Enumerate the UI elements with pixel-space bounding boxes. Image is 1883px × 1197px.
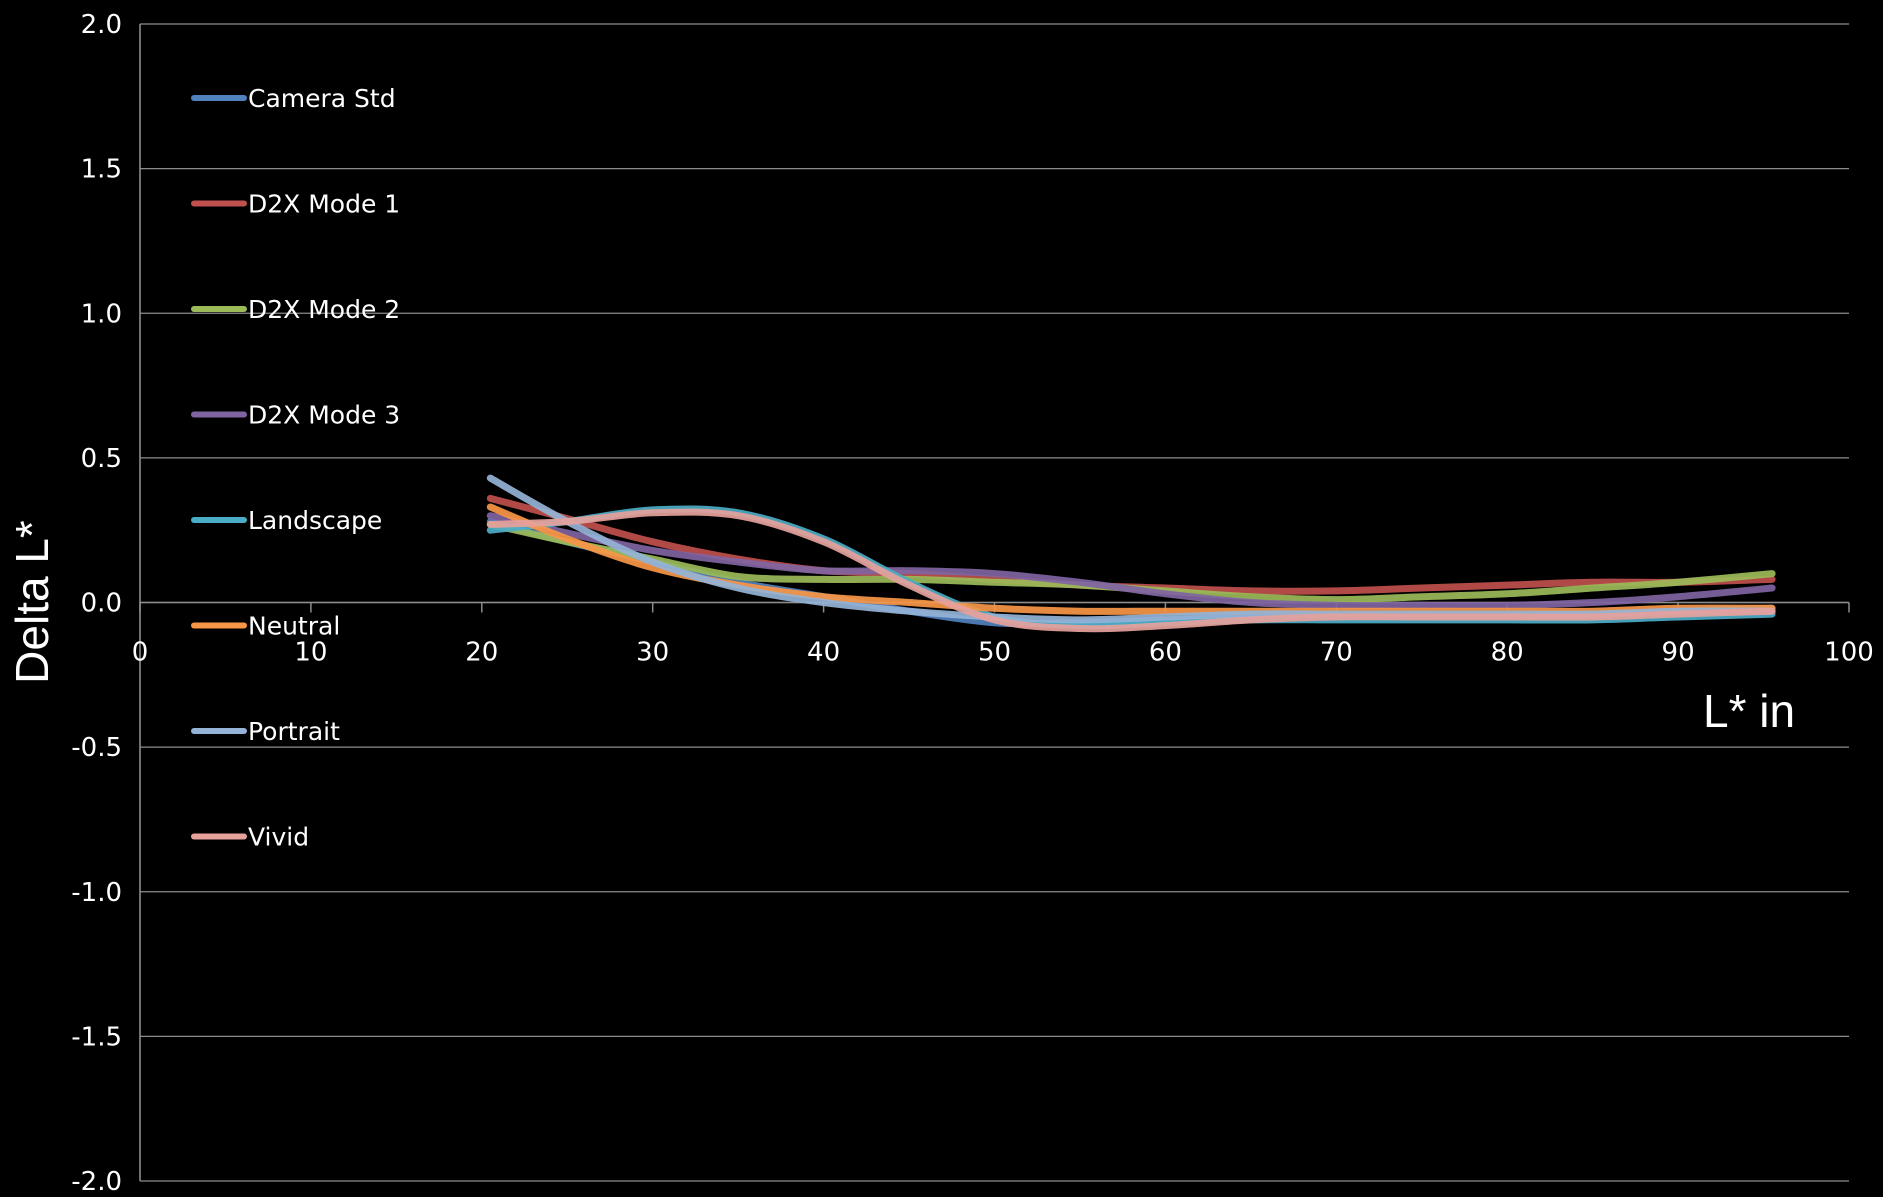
x-tick-label: 60 xyxy=(1149,638,1182,668)
x-tick-label: 90 xyxy=(1662,638,1695,668)
y-tick-label: 2.0 xyxy=(81,10,122,40)
x-tick-label: 50 xyxy=(978,638,1011,668)
y-tick-label: 0.0 xyxy=(81,589,122,619)
x-axis-title: L* in xyxy=(1703,685,1795,737)
gridlines xyxy=(140,23,1849,1182)
y-tick-label: 0.5 xyxy=(81,444,122,474)
legend-label-d2x-mode-1: D2X Mode 1 xyxy=(248,190,400,219)
x-tick-label: 30 xyxy=(636,638,669,668)
y-tick-label: -0.5 xyxy=(71,733,122,763)
x-tick-label: 20 xyxy=(465,638,498,668)
x-tick-label: 100 xyxy=(1824,638,1874,668)
legend: Camera Std D2X Mode 1 D2X Mode 2 D2X Mode 3… xyxy=(191,84,400,852)
x-tick-label: 70 xyxy=(1320,638,1353,668)
legend-label-d2x-mode-3: D2X Mode 3 xyxy=(248,401,400,430)
x-tick-label: 0 xyxy=(132,638,149,668)
x-tick-label: 80 xyxy=(1491,638,1524,668)
y-tick-label: -1.0 xyxy=(71,878,122,908)
legend-label-neutral: Neutral xyxy=(248,612,340,641)
series-lines xyxy=(486,474,1776,633)
y-tick-labels: 2.0 1.5 1.0 0.5 0.0 -0.5 -1.0 -1.5 -2.0 xyxy=(71,10,122,1197)
y-tick-label: -1.5 xyxy=(71,1022,122,1052)
legend-label-vivid: Vivid xyxy=(248,823,309,852)
y-tick-label: -2.0 xyxy=(71,1167,122,1197)
x-tick-label: 10 xyxy=(294,638,327,668)
series-line-vivid xyxy=(486,508,1776,633)
legend-label-d2x-mode-2: D2X Mode 2 xyxy=(248,295,400,324)
legend-label-landscape: Landscape xyxy=(248,506,382,535)
y-axis-title: Delta L* xyxy=(6,520,58,684)
y-tick-label: 1.5 xyxy=(81,155,122,185)
legend-label-portrait: Portrait xyxy=(248,717,340,746)
legend-label-camera-std: Camera Std xyxy=(248,84,396,113)
y-tick-label: 1.0 xyxy=(81,299,122,329)
x-tick-label: 40 xyxy=(807,638,840,668)
x-tick-labels: 0 10 20 30 40 50 60 70 80 90 100 xyxy=(132,638,1874,668)
series-line-d2x-mode-3 xyxy=(486,512,1776,610)
